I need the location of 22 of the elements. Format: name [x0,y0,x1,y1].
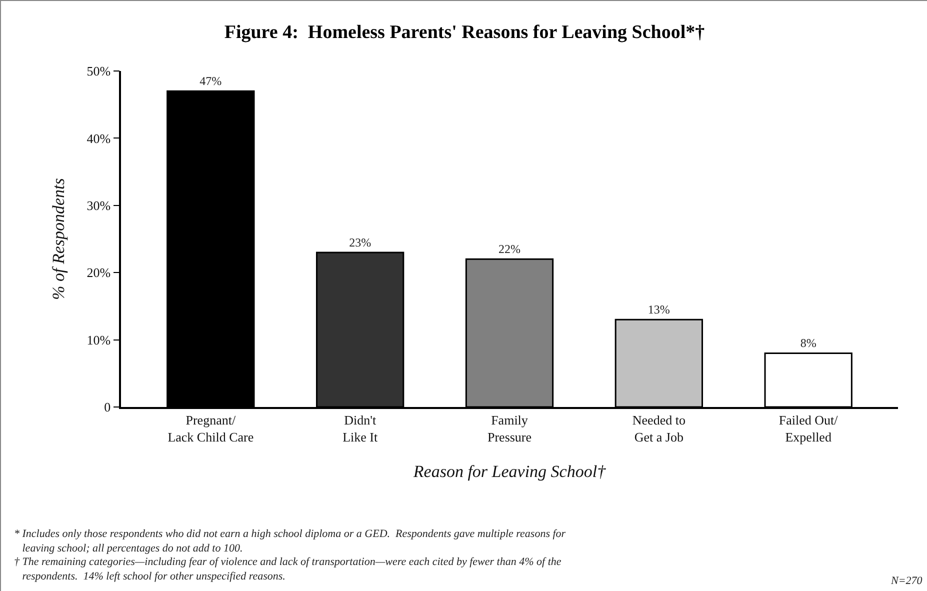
x-axis-title: Reason for Leaving School† [412,462,606,482]
x-tick-label: Didn't Like It [342,412,378,444]
data-label: 23% [349,235,372,250]
chart-title: Figure 4: Homeless Parents' Reasons for Leaving School*† [224,22,706,43]
y-axis-title: % of Respondents [48,178,68,300]
y-tick-label: 10% [86,332,111,348]
text: † The remaining categories—including fear of violence and lack of transportation—were each cited by fewer than 4% of the respondents. 14% left school for other unspecified reasons. [14,556,562,582]
x-tick-label: Pregnant/ Lack Child Care [168,412,254,444]
y-tick-label: 30% [86,198,111,213]
y-tick-label: 50% [86,64,111,79]
y-tick-label: 0 [104,400,111,415]
x-tick-label: Needed to Get a Job [632,412,686,444]
text: * Includes only those respondents who did not earn a high school diploma or a GED. Respondents gave multiple reasons for leaving school; all percentages do not add to 100. [14,528,566,554]
data-label: 22% [498,242,520,256]
y-tick-label: 20% [86,265,111,280]
data-label: 13% [648,302,670,317]
x-tick-label: Failed Out/ Expelled [778,412,838,444]
data-label: 8% [800,336,816,350]
text: N=270 [890,575,923,587]
data-label: 47% [200,74,222,88]
x-tick-label: Family Pressure [487,412,532,444]
y-tick-label: 40% [86,130,111,146]
